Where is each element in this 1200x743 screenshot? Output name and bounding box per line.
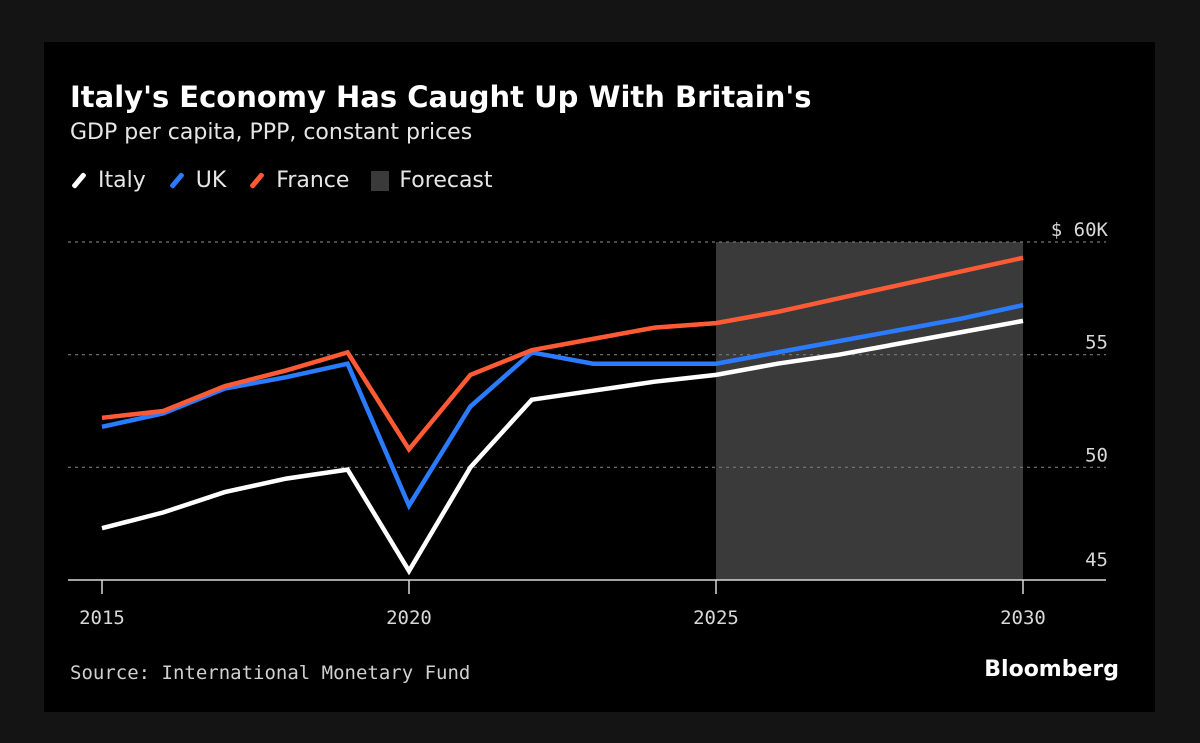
forecast-shade [716, 242, 1023, 580]
y-axis-labels: 45 50 55 $ 60K [1051, 219, 1109, 571]
x-axis-labels: 2015 2020 2025 2030 [79, 607, 1046, 629]
legend-label-forecast: Forecast [399, 168, 493, 193]
y-tick-label: 50 [1085, 444, 1108, 466]
line-chart: 45 50 55 $ 60K 2015 2020 2025 2030 [68, 219, 1109, 629]
x-tick-label: 2015 [79, 607, 125, 629]
series-line-italy [101, 318, 1024, 576]
x-axis [68, 579, 1106, 594]
legend-item-forecast: Forecast [371, 168, 493, 193]
source-note: Source: International Monetary Fund [70, 662, 471, 684]
legend-label-italy: Italy [98, 168, 146, 193]
legend: Italy UK France Forecast [70, 168, 493, 193]
series-line-france [101, 255, 1024, 454]
y-tick-label: 45 [1085, 549, 1108, 571]
series-lines [101, 255, 1024, 576]
legend-item-uk: UK [168, 168, 227, 193]
x-tick-label: 2025 [693, 607, 739, 629]
chart-card: Italy's Economy Has Caught Up With Brita… [44, 42, 1155, 712]
forecast-region [716, 242, 1023, 580]
legend-item-france: France [248, 168, 349, 193]
legend-label-uk: UK [195, 168, 227, 193]
y-tick-label: 55 [1085, 332, 1108, 354]
x-tick-label: 2020 [386, 607, 432, 629]
y-tick-label: $ 60K [1051, 219, 1109, 241]
bloomberg-logo: Bloomberg [984, 657, 1119, 682]
legend-label-france: France [276, 168, 350, 193]
gridlines [68, 241, 1106, 468]
x-tick-label: 2030 [1000, 607, 1046, 629]
forecast-swatch-icon [371, 170, 390, 191]
chart-title: Italy's Economy Has Caught Up With Brita… [70, 80, 812, 114]
legend-item-italy: Italy [70, 168, 146, 193]
chart-subtitle: GDP per capita, PPP, constant prices [70, 120, 473, 145]
series-line-uk [101, 302, 1024, 511]
